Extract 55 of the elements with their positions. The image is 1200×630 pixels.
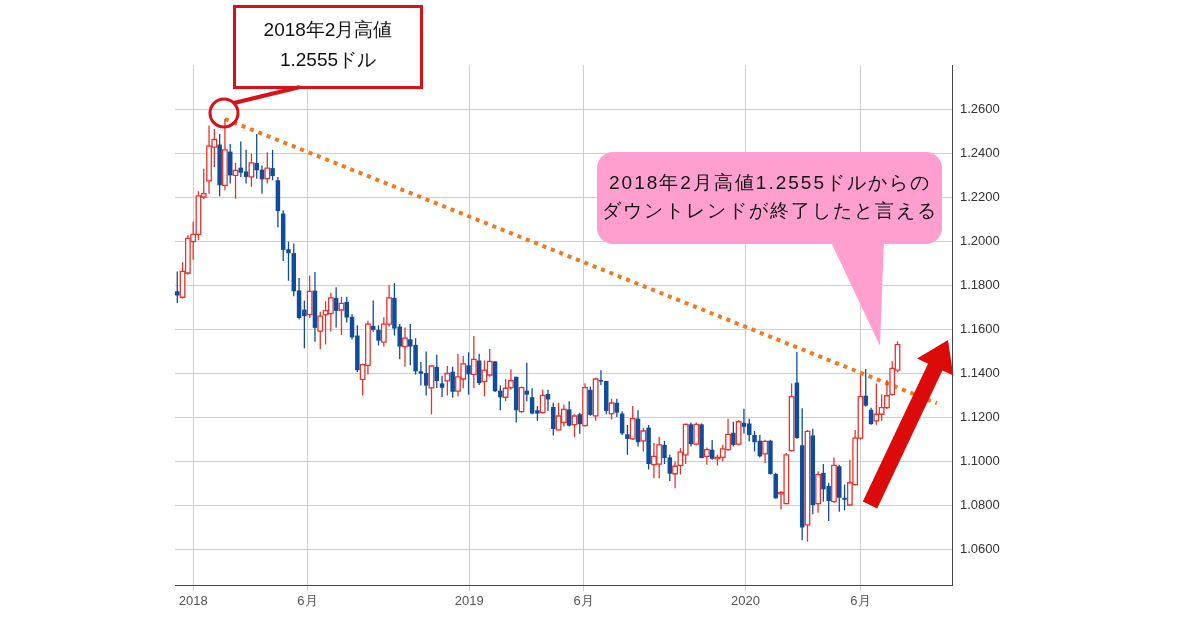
candlestick bbox=[566, 400, 572, 428]
candlestick bbox=[418, 361, 424, 387]
candlestick bbox=[539, 389, 546, 415]
x-tick-label: 6月 bbox=[297, 593, 318, 609]
candlestick bbox=[248, 153, 255, 188]
y-tick-label: 1.2400 bbox=[960, 144, 1000, 160]
candlestick bbox=[842, 483, 847, 511]
candlestick bbox=[731, 421, 736, 448]
y-tick-label: 1.2000 bbox=[960, 232, 1000, 248]
candlestick bbox=[423, 350, 429, 397]
candlestick bbox=[640, 427, 647, 453]
x-tick-label: 6月 bbox=[850, 593, 871, 609]
candlestick bbox=[629, 405, 636, 441]
candlestick bbox=[498, 384, 503, 411]
y-tick-label: 1.1400 bbox=[960, 365, 1000, 381]
candlestick bbox=[746, 417, 752, 443]
y-tick-label: 1.1600 bbox=[960, 320, 1000, 336]
candlestick bbox=[264, 151, 271, 185]
annotation: 2018年2月高値1.2555ドルからのダウントレンドが終了したと言える bbox=[600, 152, 940, 244]
y-tick-label: 1.1000 bbox=[960, 453, 1000, 469]
candlestick bbox=[476, 353, 482, 386]
candlestick bbox=[444, 365, 451, 397]
candlestick bbox=[439, 375, 445, 398]
candlestick bbox=[625, 424, 630, 456]
x-tick-label: 2020 bbox=[730, 593, 760, 609]
candlestick bbox=[338, 296, 345, 336]
candlestick bbox=[551, 402, 556, 437]
y-tick-label: 1.2600 bbox=[960, 100, 1000, 116]
candlestick bbox=[243, 149, 249, 185]
candlestick bbox=[254, 133, 259, 180]
candlestick bbox=[327, 292, 334, 333]
candlestick bbox=[693, 421, 700, 447]
x-tick-label: 2018 bbox=[178, 593, 208, 609]
candlestick bbox=[270, 149, 275, 181]
candlestick bbox=[735, 419, 742, 447]
candlestick bbox=[175, 270, 180, 304]
candlestick bbox=[466, 351, 471, 396]
candlestick bbox=[306, 274, 313, 319]
x-tick-label: 2019 bbox=[454, 593, 484, 609]
y-tick-label: 1.1200 bbox=[960, 409, 1000, 425]
candlestick bbox=[486, 348, 493, 378]
candlestick bbox=[402, 326, 408, 368]
y-tick-label: 1.2200 bbox=[960, 188, 1000, 204]
candlestick bbox=[317, 311, 324, 350]
candlestick bbox=[376, 324, 381, 347]
y-tick-label: 1.0600 bbox=[960, 541, 1000, 557]
candlestick bbox=[762, 439, 769, 464]
candlestick bbox=[608, 398, 615, 421]
y-tick-label: 1.1800 bbox=[960, 276, 1000, 292]
candlestick bbox=[470, 335, 477, 389]
candlestick bbox=[450, 366, 455, 399]
y-tick-label: 1.0800 bbox=[960, 497, 1000, 513]
candlestick bbox=[560, 403, 567, 428]
candlestick bbox=[688, 421, 694, 448]
x-tick-label: 6月 bbox=[573, 593, 594, 609]
